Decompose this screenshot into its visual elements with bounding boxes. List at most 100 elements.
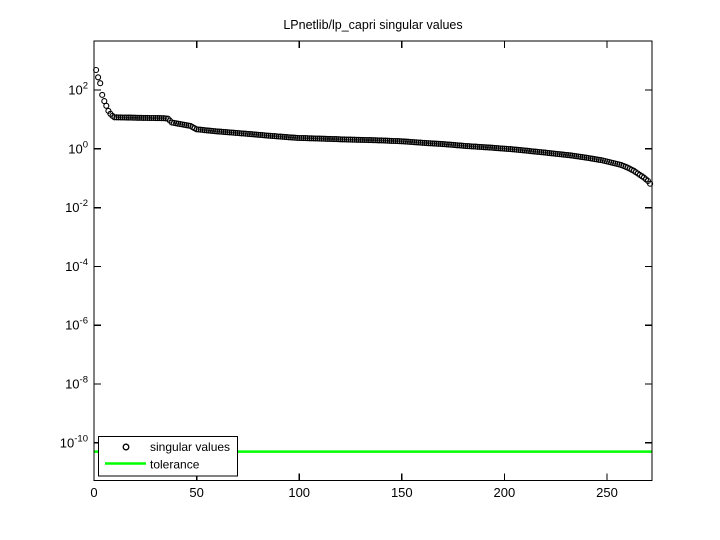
- data-point: [337, 136, 344, 143]
- data-point: [125, 114, 132, 121]
- data-point: [505, 145, 512, 153]
- data-point: [363, 136, 370, 144]
- data-point: [353, 136, 360, 143]
- data-point: [333, 136, 340, 143]
- data-point: [148, 114, 155, 122]
- y-tick-label: 100: [68, 139, 88, 156]
- data-point: [312, 135, 319, 142]
- data-point: [425, 140, 432, 147]
- data-point: [382, 137, 389, 144]
- data-point: [234, 129, 241, 137]
- singular-values-layer: [93, 66, 654, 187]
- data-point: [142, 114, 149, 121]
- data-point: [97, 80, 104, 87]
- data-point: [402, 138, 409, 145]
- data-point: [341, 136, 348, 143]
- data-point: [560, 151, 567, 158]
- data-point: [386, 137, 393, 144]
- data-point: [255, 131, 262, 138]
- data-point: [318, 135, 325, 142]
- data-point: [248, 131, 256, 138]
- y-tick-label: 10-10: [60, 433, 88, 450]
- plot-box: [93, 40, 653, 482]
- data-point: [209, 127, 217, 135]
- data-point: [474, 143, 481, 150]
- data-point: [468, 143, 475, 150]
- data-point: [513, 146, 520, 153]
- data-point: [285, 134, 292, 141]
- data-point: [464, 143, 471, 150]
- data-point: [359, 136, 366, 143]
- data-point: [314, 135, 321, 142]
- data-point: [138, 114, 145, 121]
- data-point: [454, 142, 461, 149]
- data-point: [111, 114, 118, 121]
- data-point: [380, 137, 387, 144]
- data-point: [216, 128, 223, 135]
- x-tick-label: 200: [494, 485, 516, 500]
- data-point: [462, 142, 469, 150]
- data-point: [347, 136, 354, 143]
- data-point: [491, 144, 498, 151]
- data-point: [230, 129, 237, 136]
- y-tick-label: 10-4: [65, 257, 88, 274]
- data-point: [310, 135, 317, 142]
- data-point: [201, 127, 208, 134]
- data-point: [152, 115, 159, 122]
- data-point: [423, 140, 430, 147]
- data-point: [466, 143, 473, 150]
- data-point: [275, 133, 282, 140]
- data-point: [304, 135, 311, 142]
- data-point: [499, 145, 506, 152]
- data-point: [372, 137, 379, 144]
- data-point: [261, 132, 268, 139]
- data-point: [113, 114, 120, 121]
- data-point: [238, 130, 245, 137]
- data-point: [218, 128, 225, 135]
- data-point: [495, 145, 502, 152]
- data-point: [365, 137, 373, 144]
- data-point: [564, 152, 572, 159]
- x-tick-label: 50: [189, 485, 203, 500]
- data-point: [486, 144, 494, 151]
- y-tick-label: 10-8: [65, 375, 88, 392]
- data-point: [349, 136, 356, 143]
- data-point: [335, 136, 342, 143]
- x-tick-label: 0: [90, 485, 97, 500]
- data-point: [351, 136, 358, 143]
- data-point: [415, 139, 422, 146]
- data-point: [552, 150, 559, 157]
- data-point: [298, 134, 305, 142]
- data-point: [289, 134, 297, 141]
- data-point: [129, 114, 137, 121]
- data-point: [322, 135, 329, 142]
- data-point: [476, 143, 483, 150]
- x-tick-label: 150: [391, 485, 413, 500]
- plot-area: [94, 41, 652, 481]
- data-point: [378, 137, 385, 144]
- data-point: [370, 137, 377, 144]
- data-point: [156, 115, 163, 122]
- data-point: [119, 114, 126, 121]
- data-point: [530, 148, 537, 155]
- y-tick-label: 10-2: [65, 198, 88, 215]
- data-point: [433, 140, 440, 147]
- data-point: [361, 136, 368, 144]
- data-point: [445, 141, 453, 148]
- data-point: [355, 136, 362, 143]
- data-point: [117, 114, 124, 121]
- data-point: [232, 129, 239, 136]
- data-point: [443, 141, 450, 148]
- legend-label-tolerance: tolerance: [150, 458, 200, 472]
- data-point: [136, 114, 143, 121]
- data-point: [419, 139, 426, 146]
- data-point: [470, 143, 477, 150]
- data-point: [273, 133, 280, 140]
- data-point: [357, 136, 364, 143]
- data-point: [115, 114, 122, 121]
- data-point: [277, 133, 284, 140]
- data-point: [302, 135, 309, 142]
- data-point: [509, 146, 516, 153]
- data-point: [214, 128, 221, 135]
